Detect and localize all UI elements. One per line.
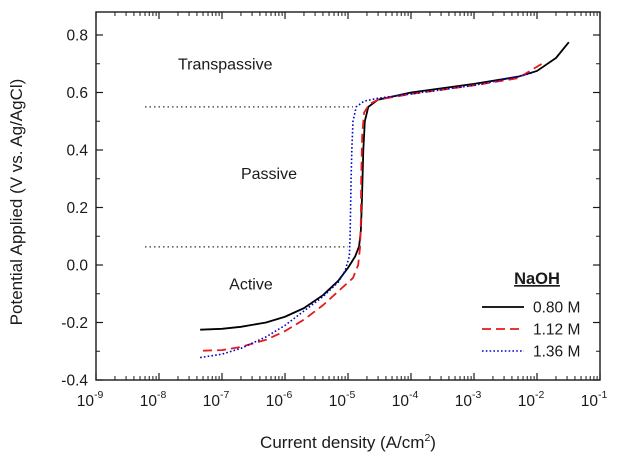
legend-label: 0.80 M bbox=[533, 300, 580, 317]
x-tick-label: 10-9 bbox=[77, 389, 104, 410]
y-tick-label: -0.2 bbox=[61, 315, 88, 332]
x-tick-label: 10-2 bbox=[518, 389, 545, 410]
legend: NaOH 0.80 M 1.12 M 1.36 M bbox=[482, 270, 580, 361]
series-group bbox=[200, 41, 570, 359]
legend-label: 1.12 M bbox=[533, 322, 580, 339]
x-tick-label: 10-8 bbox=[140, 389, 167, 410]
y-tick-label: 0.6 bbox=[66, 85, 88, 102]
y-axis: -0.4 -0.2 0.0 0.2 0.4 0.6 0.8 bbox=[61, 28, 600, 390]
x-tick-label: 10-7 bbox=[203, 389, 230, 410]
y-axis-title: Potential Applied (V vs. Ag/AgCl) bbox=[7, 79, 26, 326]
legend-label: 1.36 M bbox=[533, 344, 580, 361]
region-label: Passive bbox=[241, 166, 297, 183]
x-tick-label: 10-4 bbox=[392, 389, 419, 410]
y-tick-label: -0.4 bbox=[61, 373, 88, 390]
y-tick-label: 0.0 bbox=[66, 258, 88, 275]
x-axis-title: Current density (A/cm2) bbox=[260, 432, 436, 452]
series-line bbox=[200, 71, 535, 359]
x-axis: 10-9 10-8 10-7 10-6 10-5 10-4 10-3 10-2 10-1 bbox=[77, 12, 608, 410]
y-tick-label: 0.4 bbox=[66, 143, 88, 160]
region-boundaries bbox=[145, 106, 353, 248]
x-tick-label: 10-5 bbox=[329, 389, 356, 410]
legend-title: NaOH bbox=[514, 270, 560, 288]
region-labels: Transpassive Passive Active bbox=[178, 57, 297, 294]
region-label: Active bbox=[229, 276, 273, 293]
y-tick-label: 0.8 bbox=[66, 28, 88, 45]
x-tick-label: 10-6 bbox=[266, 389, 293, 410]
x-tick-label: 10-1 bbox=[581, 389, 608, 410]
region-label: Transpassive bbox=[178, 57, 273, 74]
x-tick-label: 10-3 bbox=[455, 389, 482, 410]
y-tick-label: 0.2 bbox=[66, 200, 88, 217]
